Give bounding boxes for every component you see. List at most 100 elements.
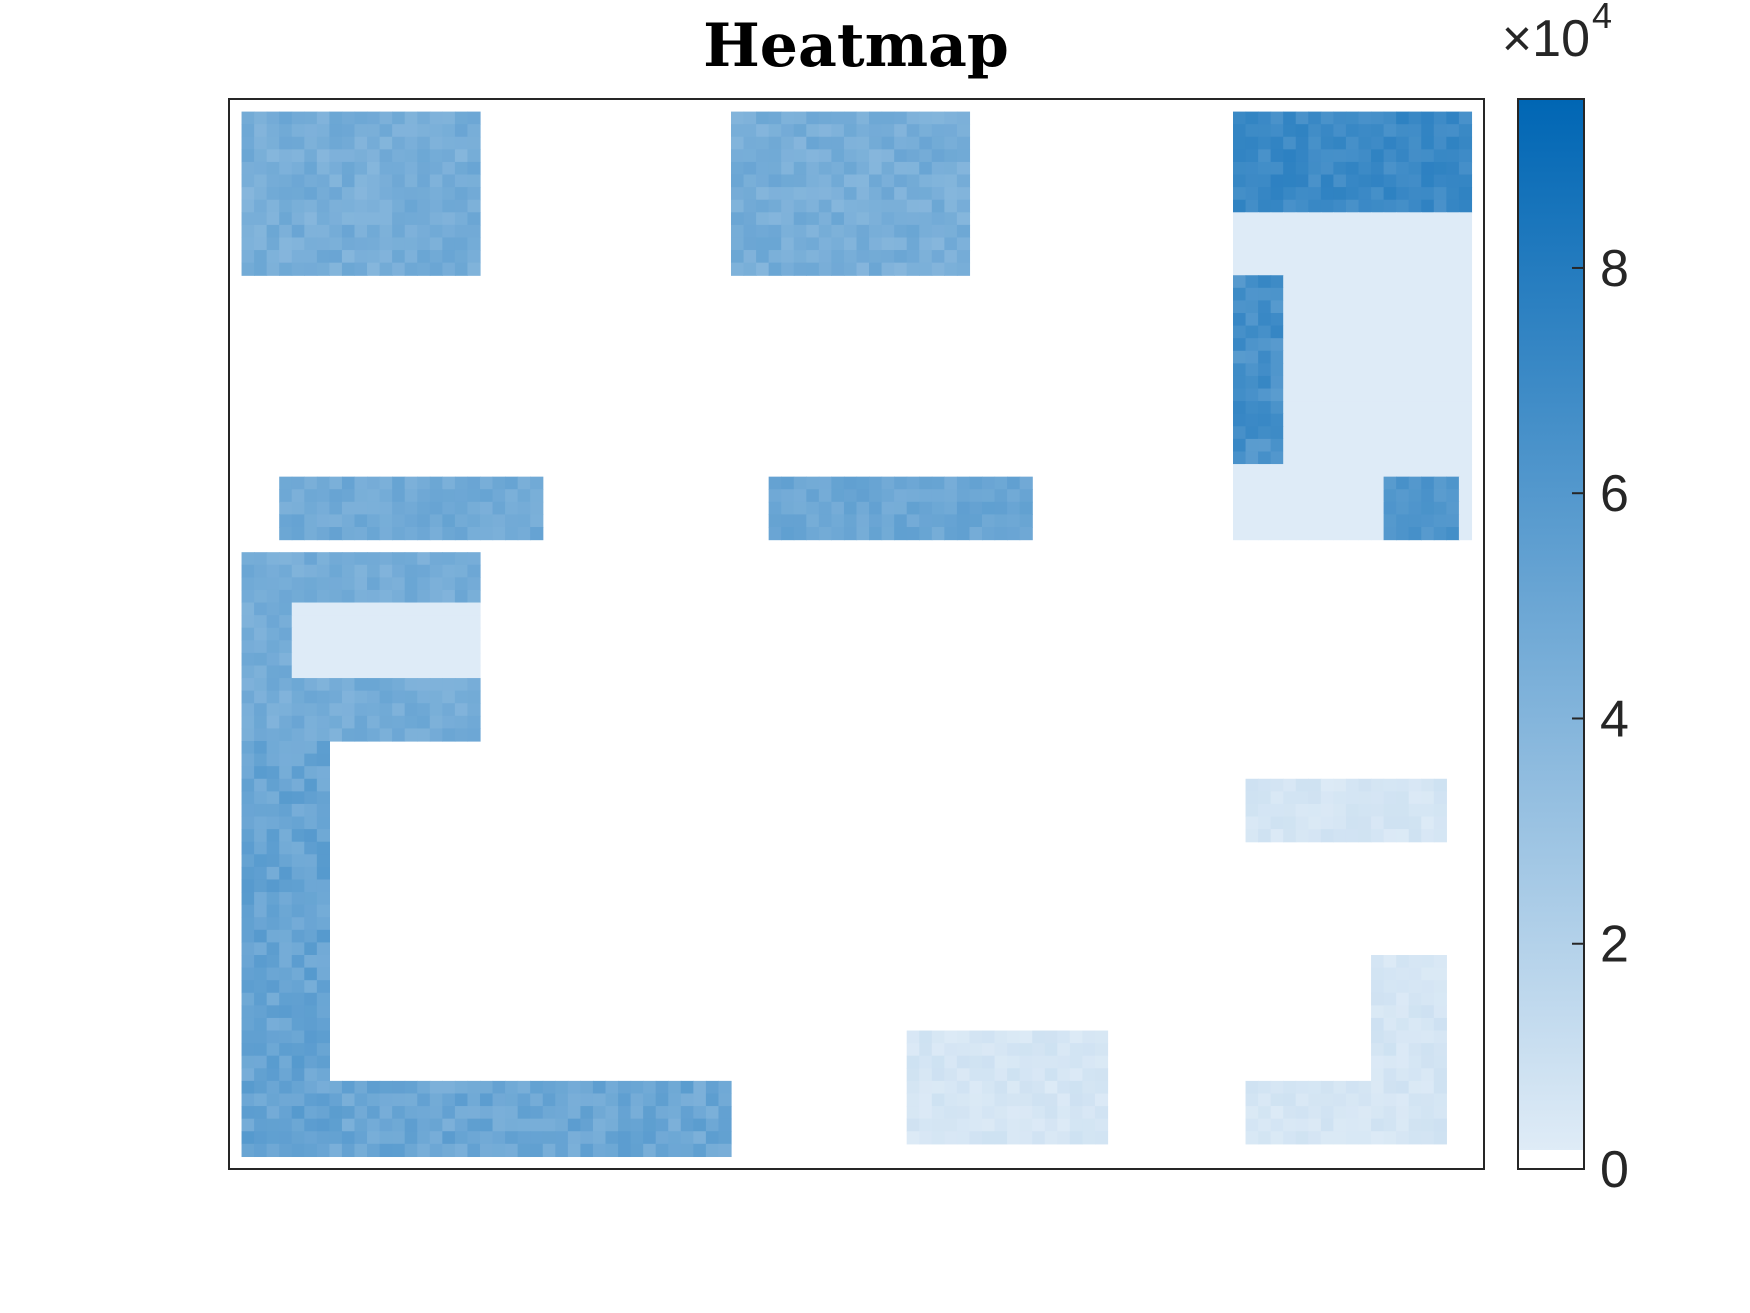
heatmap-cell: [241, 187, 255, 201]
heatmap-cell: [467, 174, 481, 188]
heatmap-cell: [906, 1030, 920, 1044]
heatmap-cell: [1333, 413, 1347, 427]
heatmap-cell: [266, 955, 280, 969]
heatmap-cell: [241, 161, 255, 176]
heatmap-cell: [1433, 1068, 1447, 1082]
heatmap-cell: [1371, 250, 1385, 264]
heatmap-cell: [1446, 350, 1460, 364]
heatmap-cell: [1320, 212, 1334, 226]
heatmap-cell: [492, 501, 506, 516]
heatmap-cell: [1308, 224, 1322, 239]
heatmap-cell: [1371, 350, 1385, 364]
heatmap-cell: [279, 778, 293, 792]
heatmap-cell: [404, 627, 418, 641]
heatmap-cell: [304, 476, 318, 490]
heatmap-cell: [1345, 401, 1360, 415]
heatmap-cell: [818, 476, 832, 490]
heatmap-cell: [291, 577, 305, 591]
heatmap-cell: [781, 527, 795, 541]
heatmap-cell: [1032, 1106, 1046, 1120]
heatmap-cell: [1270, 111, 1284, 125]
heatmap-cell: [316, 1068, 330, 1082]
heatmap-cell: [279, 627, 293, 641]
heatmap-cell: [919, 1131, 933, 1145]
heatmap-cell: [254, 237, 268, 251]
heatmap-cell: [1270, 388, 1284, 402]
heatmap-cell: [944, 1043, 958, 1057]
heatmap-cell: [341, 136, 356, 150]
heatmap-cell: [1446, 136, 1460, 150]
heatmap-cell: [1396, 426, 1410, 440]
heatmap-cell: [367, 602, 381, 616]
heatmap-cell: [869, 262, 883, 276]
heatmap-cell: [454, 703, 469, 717]
heatmap-cell: [291, 602, 305, 616]
heatmap-cell: [1396, 816, 1410, 830]
heatmap-cell: [316, 212, 330, 226]
heatmap-cell: [1358, 451, 1372, 465]
heatmap-cell: [731, 111, 745, 125]
heatmap-cell: [304, 174, 318, 188]
heatmap-cell: [894, 136, 908, 150]
heatmap-cell: [1458, 363, 1473, 377]
heatmap-cell: [1283, 325, 1297, 339]
heatmap-cell: [1333, 187, 1347, 201]
heatmap-cell: [869, 514, 883, 528]
heatmap-cell: [1358, 212, 1372, 226]
heatmap-cell: [1383, 187, 1397, 201]
heatmap-cell: [555, 1093, 569, 1107]
heatmap-cell: [505, 476, 519, 490]
heatmap-cell: [1308, 124, 1322, 138]
heatmap-cell: [1258, 803, 1272, 818]
heatmap-cell: [1044, 1055, 1058, 1069]
heatmap-cell: [1383, 375, 1397, 390]
heatmap-cell: [1283, 1080, 1297, 1095]
heatmap-cell: [1308, 212, 1322, 226]
heatmap-cell: [1320, 476, 1334, 490]
heatmap-cell: [1233, 375, 1247, 390]
heatmap-cell: [1295, 1131, 1309, 1145]
heatmap-cell: [480, 514, 494, 528]
heatmap-cell: [367, 501, 381, 516]
heatmap-cell: [291, 615, 305, 629]
heatmap-cell: [1308, 527, 1322, 541]
heatmap-cell: [354, 1118, 368, 1132]
heatmap-cell: [768, 124, 782, 138]
heatmap-cell: [467, 1093, 481, 1107]
heatmap-cell: [354, 111, 368, 125]
heatmap-cell: [1383, 1005, 1397, 1019]
heatmap-cell: [919, 237, 933, 251]
heatmap-cell: [1082, 1093, 1096, 1107]
heatmap-cell: [1270, 161, 1284, 176]
heatmap-cell: [254, 1055, 268, 1069]
heatmap-cell: [354, 652, 368, 667]
heatmap-cell: [843, 187, 858, 201]
heatmap-cell: [1446, 262, 1460, 276]
heatmap-cell: [1007, 501, 1021, 516]
heatmap-cell: [1383, 501, 1397, 516]
heatmap-cell: [241, 1080, 255, 1095]
heatmap-cell: [1383, 967, 1397, 981]
heatmap-cell: [467, 615, 481, 629]
heatmap-cell: [354, 514, 368, 528]
heatmap-cell: [956, 1106, 971, 1120]
heatmap-cell: [254, 904, 268, 918]
heatmap-cell: [417, 703, 431, 717]
heatmap-cell: [1396, 829, 1410, 843]
heatmap-cell: [982, 1118, 996, 1132]
heatmap-cell: [266, 1005, 280, 1019]
heatmap-cell: [304, 149, 318, 163]
heatmap-cell: [254, 1131, 268, 1145]
heatmap-cell: [1358, 136, 1372, 150]
heatmap-cell: [693, 1131, 707, 1145]
heatmap-cell: [316, 652, 330, 667]
heatmap-cell: [442, 627, 456, 641]
heatmap-cell: [442, 489, 456, 503]
heatmap-cell: [354, 552, 368, 566]
heatmap-cell: [1433, 363, 1447, 377]
heatmap-cell: [1345, 174, 1360, 188]
heatmap-cell: [429, 1080, 443, 1095]
heatmap-cell: [442, 136, 456, 150]
heatmap-cell: [316, 980, 330, 994]
